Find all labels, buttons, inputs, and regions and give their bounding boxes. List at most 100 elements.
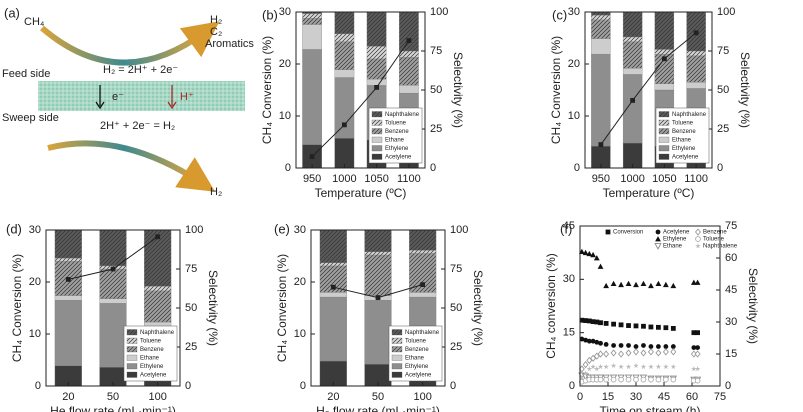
y2-tick-label: 100 <box>185 224 203 236</box>
feed-arc <box>40 21 220 66</box>
point <box>633 376 639 383</box>
point <box>610 349 617 357</box>
y-axis-label: CH₄ Conversion (%) <box>10 254 24 362</box>
bar-segment <box>399 57 419 86</box>
legend-label: Ethane <box>140 356 160 362</box>
point <box>579 374 585 380</box>
legend-swatch <box>391 346 403 353</box>
point <box>640 376 647 383</box>
bar-segment <box>622 41 643 69</box>
point <box>597 363 604 370</box>
legend-box <box>123 325 178 382</box>
legend-label: Benzene <box>703 230 727 236</box>
legend-label: Ethylene <box>672 146 696 152</box>
y2-tick-label: 15 <box>725 348 737 360</box>
y-tick-label: 20 <box>294 276 306 288</box>
legend-label: Toluene <box>140 339 162 345</box>
point <box>610 376 617 383</box>
legend-swatch <box>371 119 383 126</box>
legend-label: Ethane <box>663 244 683 250</box>
bar-segment <box>99 298 127 304</box>
legend-label: Toluene <box>672 121 694 127</box>
y2-tick-label: 75 <box>717 45 729 57</box>
point <box>579 336 585 342</box>
point <box>625 349 632 357</box>
legend-swatch <box>371 136 383 143</box>
legend-label: Naphthalene <box>672 112 707 118</box>
legend-label: Toluene <box>405 339 427 345</box>
legend-marker <box>655 229 661 235</box>
legend-swatch <box>126 363 138 370</box>
point <box>593 352 600 360</box>
legend-box <box>388 325 443 382</box>
y2-axis-label: Selectivity (%) <box>471 270 485 346</box>
legend-swatch <box>658 145 670 152</box>
point <box>655 376 662 383</box>
bar-segment <box>366 58 387 80</box>
y2-tick-label: 0 <box>450 380 456 392</box>
bar-segment <box>54 300 82 366</box>
y2-tick-label: 50 <box>450 302 462 314</box>
panel-label: (e) <box>274 221 290 236</box>
point <box>582 361 589 369</box>
point <box>586 338 592 344</box>
bar-segment <box>409 250 437 254</box>
legend-swatch <box>371 111 383 118</box>
y-tick-label: 0 <box>35 380 41 392</box>
point <box>625 363 632 370</box>
point <box>695 330 700 336</box>
bar-segment <box>302 18 322 25</box>
point <box>309 154 315 159</box>
point <box>406 38 412 43</box>
point <box>633 344 639 349</box>
point <box>648 282 654 289</box>
point <box>648 344 654 349</box>
point <box>625 376 632 383</box>
plot-frame <box>295 11 426 169</box>
bar-segment <box>654 83 675 91</box>
point <box>597 350 604 358</box>
y2-tick-label: 25 <box>717 123 729 135</box>
point <box>662 348 669 356</box>
point <box>582 370 589 376</box>
bar-segment <box>366 46 387 59</box>
bar-segment <box>622 74 643 144</box>
legend-label: Acetylene <box>385 155 412 161</box>
x-tick-label: 1100 <box>397 173 421 185</box>
legend-swatch <box>658 128 670 135</box>
point <box>695 345 700 350</box>
product-label: Aromatics <box>205 38 254 50</box>
point <box>640 349 647 357</box>
point <box>655 349 662 357</box>
y2-tick-label: 75 <box>725 220 737 232</box>
product-label: H₂ <box>210 14 222 26</box>
y-tick-label: 20 <box>29 276 41 288</box>
bar-segment <box>366 11 387 47</box>
y2-tick-label: 60 <box>725 252 737 264</box>
point <box>618 343 624 348</box>
legend-label: Ethylene <box>385 146 409 152</box>
y2-tick-label: 50 <box>185 302 197 314</box>
legend-marker <box>654 243 662 250</box>
point <box>618 363 624 370</box>
bar-segment <box>409 292 437 298</box>
point <box>603 282 610 289</box>
bar-segment <box>334 11 355 34</box>
y2-tick-label: 25 <box>185 341 197 353</box>
point <box>603 363 609 370</box>
y-axis-label: CH₄ Conversion (%) <box>275 254 289 362</box>
point <box>640 363 647 370</box>
legend-label: Acetylene <box>672 155 699 161</box>
conversion-line <box>600 32 697 145</box>
point <box>633 348 639 356</box>
legend-label: Acetylene <box>140 373 167 379</box>
point <box>618 376 624 383</box>
membrane <box>38 81 245 111</box>
y-tick-label: 20 <box>568 58 580 70</box>
point <box>670 363 677 370</box>
legend-label: Benzene <box>385 129 409 135</box>
bar-segment <box>591 19 611 39</box>
point <box>626 323 631 328</box>
